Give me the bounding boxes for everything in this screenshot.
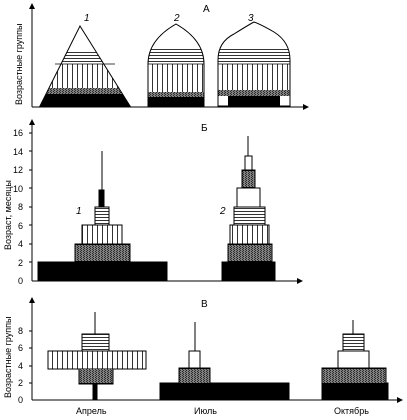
b-ytick-2: 2	[18, 258, 23, 268]
b-ytick-14: 14	[13, 147, 23, 157]
panel-b-ylabel: Возраст, месяцы	[3, 180, 13, 250]
pyramid-label-1: 1	[76, 206, 82, 217]
pyramid-label-2: 2	[219, 206, 226, 217]
panel-b-yticks: 0 2 4 6 8 10 12 14 16	[13, 128, 32, 286]
age-structure-october	[321, 320, 389, 401]
age-pyramid-2	[221, 136, 276, 282]
panel-c-xcategories: Апрель Июль Октябрь	[76, 406, 369, 416]
panel-b-label: Б	[201, 123, 208, 134]
month-october: Октябрь	[334, 406, 369, 416]
b-ytick-6: 6	[18, 221, 23, 231]
b-ytick-0: 0	[18, 276, 23, 286]
panel-c: В Возрастные группы 0 2 4 6 8	[3, 297, 403, 416]
shape-label-3: 3	[248, 13, 254, 24]
b-ytick-10: 10	[13, 184, 23, 194]
shape-label-1: 1	[84, 13, 90, 24]
panel-a-ylabel: Возрастные группы	[14, 23, 24, 105]
month-april: Апрель	[76, 406, 107, 416]
age-pyramid-1	[37, 151, 168, 282]
panel-a-axes	[29, 3, 309, 110]
c-ytick-2: 2	[18, 378, 23, 388]
panel-a: А Возрастные группы 1	[14, 3, 309, 110]
age-shape-onion	[217, 21, 291, 107]
panel-b: Б Возраст, месяцы 0 2 4 6 8 10 12 14 16	[3, 119, 303, 286]
age-structure-july	[159, 322, 290, 401]
age-shape-triangle	[39, 24, 131, 107]
panel-c-yticks: 0 2 4 6 8	[18, 326, 32, 405]
c-ytick-8: 8	[18, 326, 23, 336]
month-july: Июль	[194, 406, 217, 416]
c-ytick-4: 4	[18, 361, 23, 371]
b-ytick-8: 8	[18, 202, 23, 212]
panel-c-ylabel: Возрастные группы	[3, 316, 13, 398]
age-shape-dome	[147, 23, 205, 107]
c-ytick-0: 0	[18, 395, 23, 405]
panel-a-label: А	[203, 4, 210, 15]
b-ytick-12: 12	[13, 165, 23, 175]
c-ytick-6: 6	[18, 343, 23, 353]
shape-label-2: 2	[173, 13, 180, 24]
panel-c-label: В	[201, 299, 208, 310]
b-ytick-16: 16	[13, 128, 23, 138]
age-structure-april	[47, 312, 147, 401]
b-ytick-4: 4	[18, 239, 23, 249]
